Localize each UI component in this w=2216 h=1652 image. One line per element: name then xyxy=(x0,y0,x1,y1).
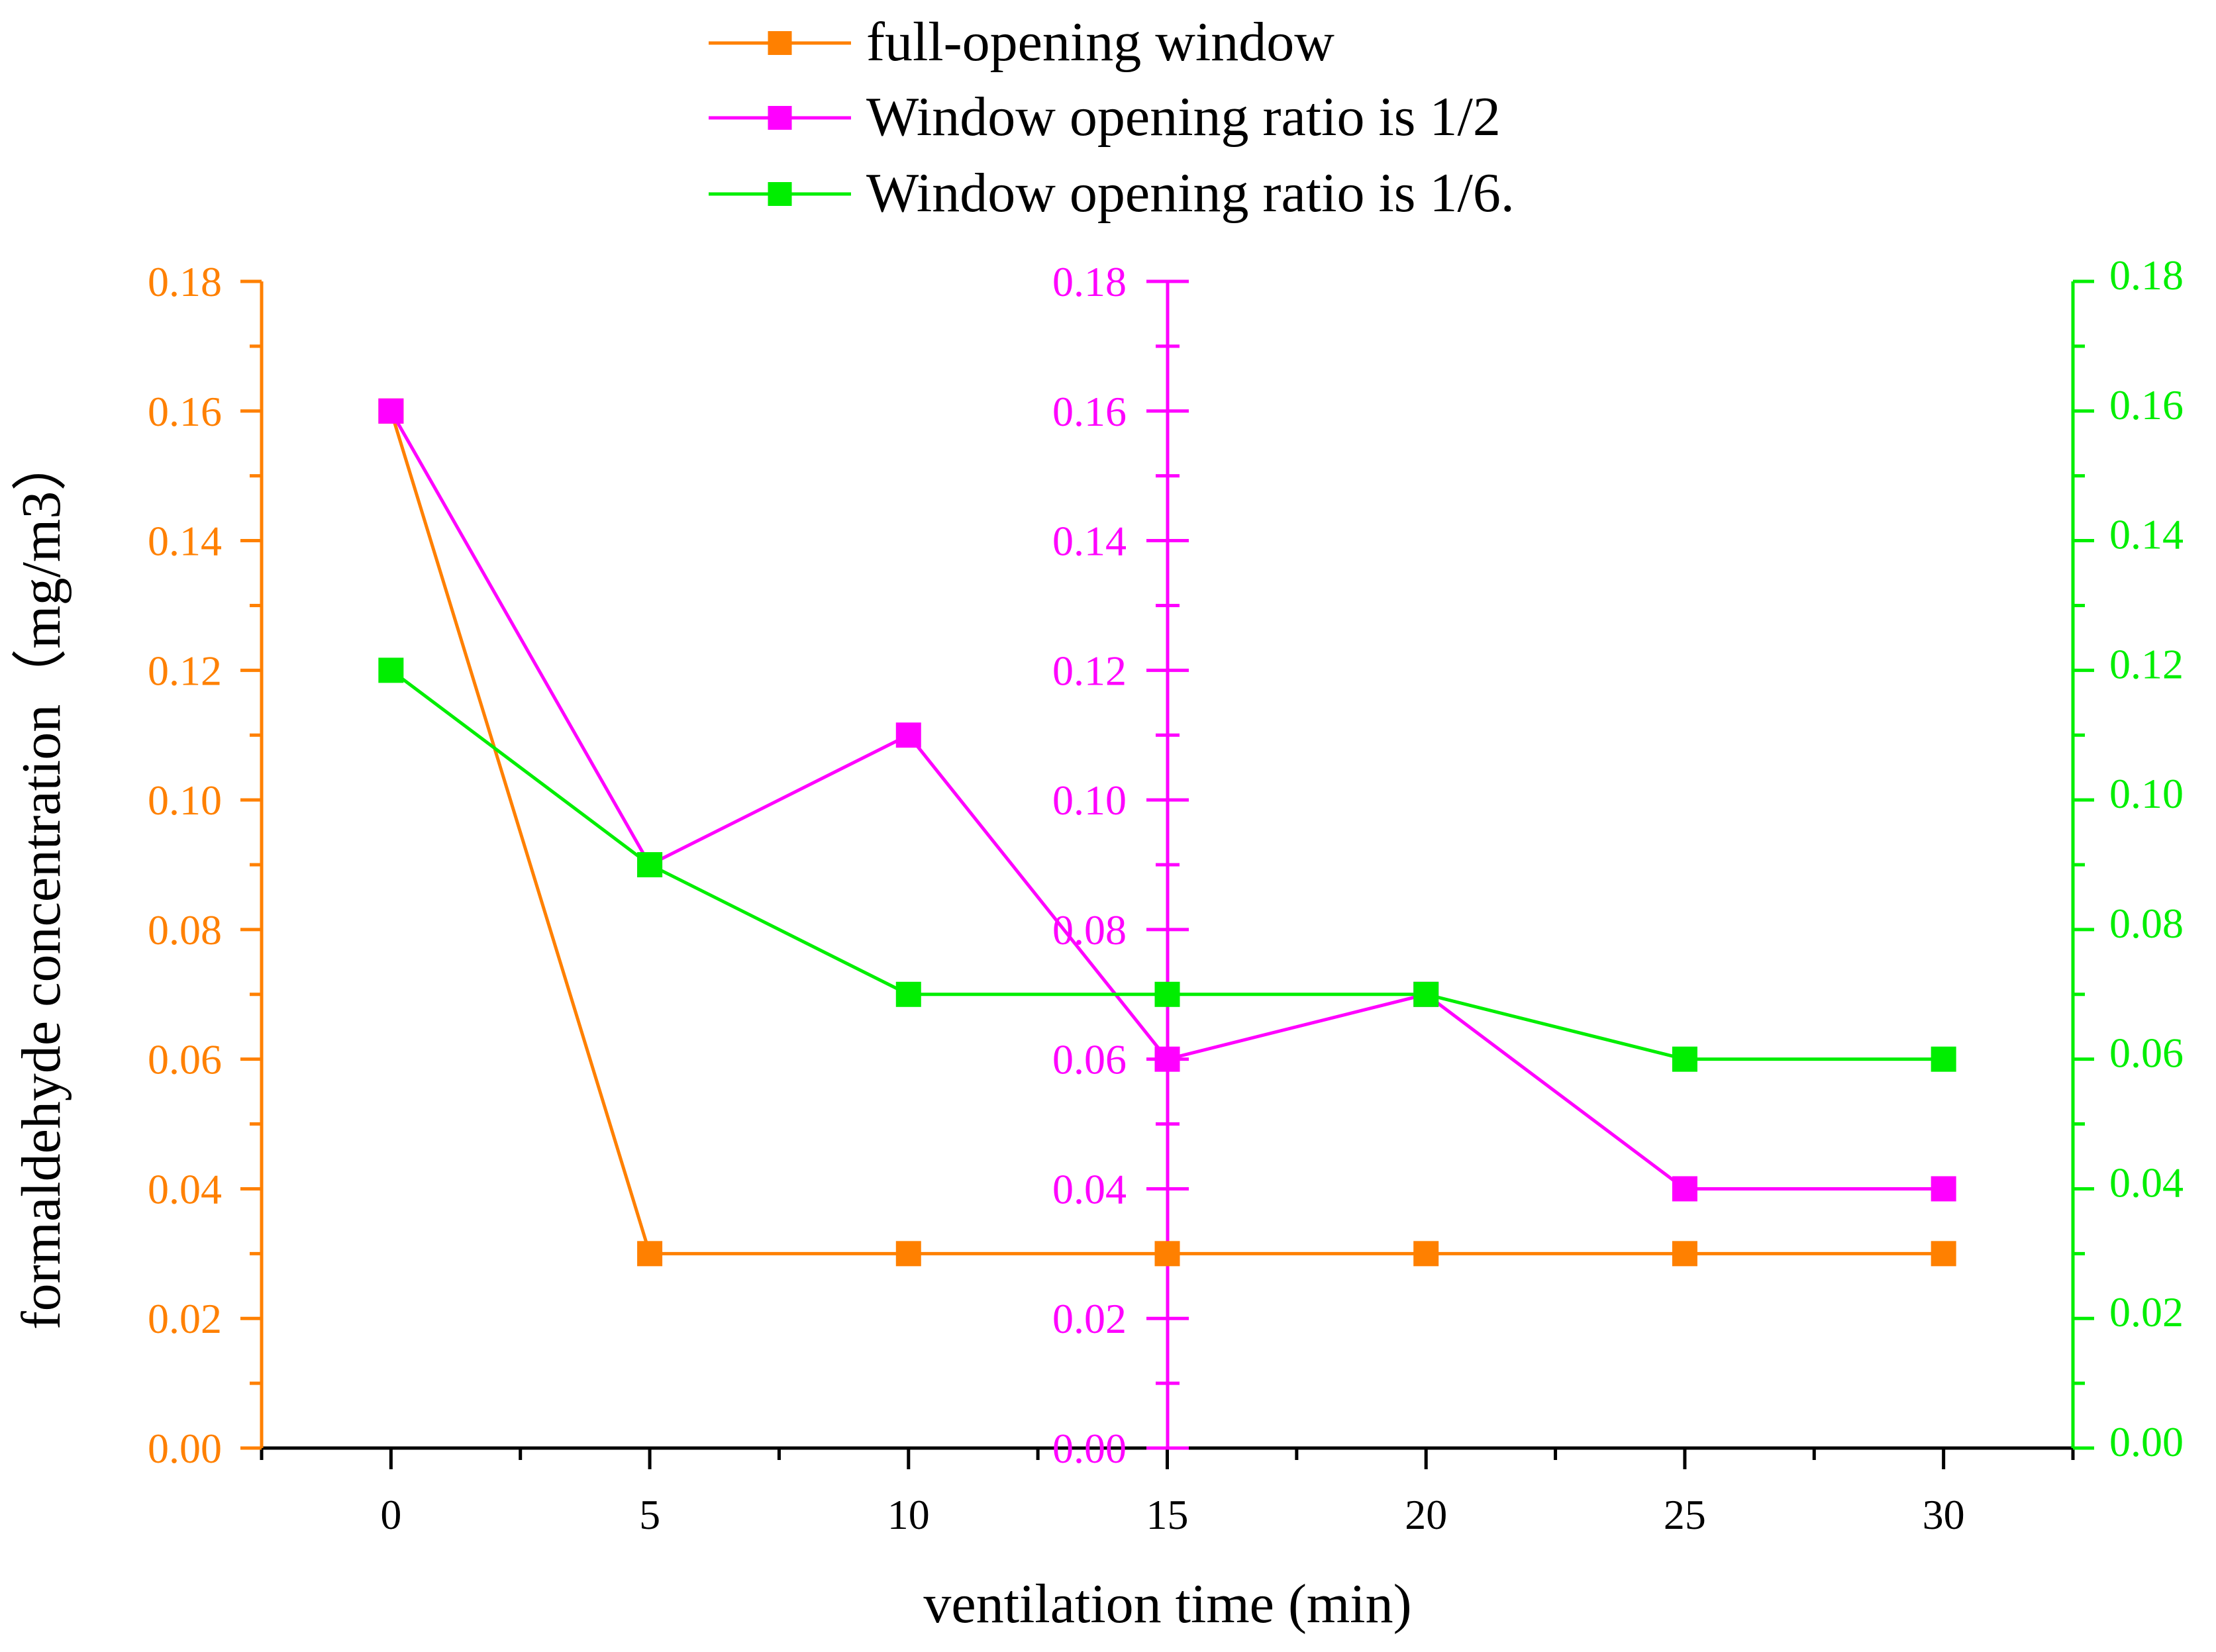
data-point-series-2 xyxy=(1931,1176,1956,1202)
right-y-tick-label: 0.18 xyxy=(2109,252,2184,299)
x-tick-label: 15 xyxy=(1146,1491,1189,1538)
x-tick-label: 5 xyxy=(639,1491,660,1538)
data-point-series-3 xyxy=(1413,981,1439,1007)
right-y-tick-label: 0.16 xyxy=(2109,381,2184,428)
data-point-series-3 xyxy=(1672,1046,1697,1072)
left-y-tick-label: 0.16 xyxy=(148,388,222,435)
left-y-tick-label: 0.10 xyxy=(148,777,222,824)
data-point-series-3 xyxy=(895,981,921,1007)
data-point-series-1 xyxy=(1672,1241,1697,1267)
middle-y-tick-label: 0.14 xyxy=(1052,518,1127,565)
y-axis-label: formaldehyde concentration（mg/m3） xyxy=(11,436,72,1330)
middle-y-tick-label: 0.12 xyxy=(1052,647,1127,694)
x-tick-label: 20 xyxy=(1405,1491,1447,1538)
middle-y-tick-label: 0.16 xyxy=(1052,388,1127,435)
left-y-tick-label: 0.12 xyxy=(148,647,222,694)
data-point-series-2 xyxy=(1154,1046,1180,1072)
right-y-tick-label: 0.08 xyxy=(2109,900,2184,947)
data-point-series-1 xyxy=(895,1241,921,1267)
left-y-tick-label: 0.04 xyxy=(148,1165,222,1212)
right-y-tick-label: 0.06 xyxy=(2109,1030,2184,1077)
middle-y-tick-label: 0.04 xyxy=(1052,1165,1127,1212)
data-point-series-3 xyxy=(378,657,404,683)
left-y-tick-label: 0.08 xyxy=(148,906,222,953)
data-point-series-2 xyxy=(1672,1176,1697,1202)
axes: 0 5 10 15 20 25 30 0.00 0.02 0.04 0.06 0.08 0.10 0.12… xyxy=(148,252,2184,1538)
right-y-tick-label: 0.00 xyxy=(2109,1418,2184,1465)
x-tick-label: 30 xyxy=(1923,1491,1965,1538)
middle-y-tick-label: 0.10 xyxy=(1052,777,1127,824)
legend-marker-2 xyxy=(768,106,792,130)
left-y-tick-label: 0.18 xyxy=(148,258,222,305)
legend-label-2: Window opening ratio is 1/2 xyxy=(866,86,1501,148)
data-point-series-1 xyxy=(637,1241,663,1267)
right-y-tick-label: 0.12 xyxy=(2109,640,2184,687)
right-y-tick-label: 0.04 xyxy=(2109,1159,2184,1206)
data-point-series-1 xyxy=(1413,1241,1439,1267)
legend-marker-3 xyxy=(768,182,792,206)
legend-marker-1 xyxy=(768,31,792,55)
data-point-series-3 xyxy=(1931,1046,1956,1072)
x-axis-label: ventilation time (min) xyxy=(923,1573,1411,1635)
right-y-tick-label: 0.10 xyxy=(2109,770,2184,817)
data-point-series-3 xyxy=(1154,981,1180,1007)
legend-label-1: full-opening window xyxy=(866,11,1335,73)
series-layer xyxy=(378,398,1956,1267)
x-tick-label: 10 xyxy=(887,1491,930,1538)
legend: full-opening window Window opening ratio … xyxy=(709,11,1515,224)
middle-y-tick-label: 0.00 xyxy=(1052,1425,1127,1472)
middle-y-tick-label: 0.18 xyxy=(1052,258,1127,305)
left-y-tick-label: 0.02 xyxy=(148,1295,222,1342)
legend-label-3: Window opening ratio is 1/6. xyxy=(866,162,1515,224)
left-y-tick-label: 0.00 xyxy=(148,1425,222,1472)
x-tick-label: 0 xyxy=(380,1491,401,1538)
middle-y-tick-label: 0.02 xyxy=(1052,1295,1127,1342)
right-y-tick-label: 0.02 xyxy=(2109,1288,2184,1336)
data-point-series-1 xyxy=(1154,1241,1180,1267)
data-point-series-3 xyxy=(637,852,663,877)
left-y-tick-label: 0.14 xyxy=(148,518,222,565)
right-y-tick-label: 0.14 xyxy=(2109,511,2184,558)
data-point-series-2 xyxy=(378,398,404,424)
data-point-series-2 xyxy=(895,722,921,748)
left-y-tick-label: 0.06 xyxy=(148,1036,222,1083)
middle-y-tick-label: 0.06 xyxy=(1052,1036,1127,1083)
x-tick-label: 25 xyxy=(1664,1491,1706,1538)
data-point-series-1 xyxy=(1931,1241,1956,1267)
